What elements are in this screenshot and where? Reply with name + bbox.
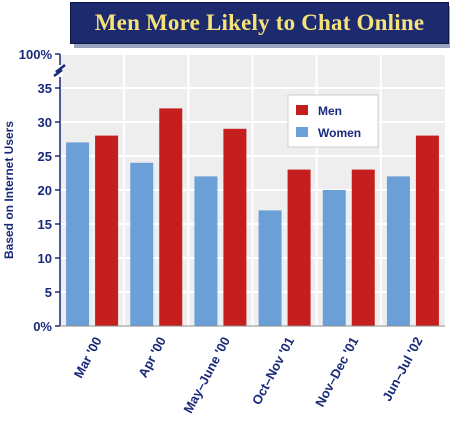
legend-swatch-women bbox=[296, 127, 308, 137]
bar-women bbox=[130, 162, 154, 326]
y-tick-label: 35 bbox=[38, 81, 52, 96]
x-tick-label: Oct–Nov '01 bbox=[249, 334, 297, 407]
y-tick-label: 10 bbox=[38, 251, 52, 266]
bar-men bbox=[287, 169, 311, 326]
bar-men bbox=[351, 169, 375, 326]
y-tick-label-top: 100% bbox=[19, 47, 53, 62]
legend-label-men: Men bbox=[318, 104, 342, 118]
legend: Men Women bbox=[287, 94, 379, 148]
bar-women bbox=[322, 190, 346, 326]
y-tick-label: 25 bbox=[38, 149, 52, 164]
bar-men bbox=[415, 135, 439, 326]
bar-men bbox=[159, 108, 183, 327]
x-tick-label: Jun–Jul '02 bbox=[379, 334, 425, 403]
legend-box bbox=[287, 94, 379, 148]
bar-women bbox=[386, 176, 410, 326]
x-tick-label: May–June '00 bbox=[180, 334, 233, 415]
legend-swatch-men bbox=[296, 105, 308, 115]
x-tick-label: Apr '00 bbox=[135, 334, 169, 380]
bar-women bbox=[66, 142, 90, 326]
bars bbox=[66, 108, 439, 327]
bar-men bbox=[95, 135, 119, 326]
y-tick-label: 30 bbox=[38, 115, 52, 130]
legend-label-women: Women bbox=[318, 126, 361, 140]
y-tick-label: 0% bbox=[33, 319, 52, 334]
bar-women bbox=[194, 176, 218, 326]
chart-title-banner: Men More Likely to Chat Online bbox=[70, 2, 449, 44]
y-tick-label: 5 bbox=[45, 285, 52, 300]
plot-area bbox=[60, 53, 445, 327]
y-axis-title: Based on Internet Users bbox=[2, 121, 16, 259]
bar-men bbox=[223, 128, 247, 326]
y-tick-label: 20 bbox=[38, 183, 52, 198]
bar-women bbox=[258, 210, 282, 326]
x-tick-label: Mar '00 bbox=[71, 334, 105, 380]
chart-title: Men More Likely to Chat Online bbox=[94, 10, 425, 35]
y-tick-label: 15 bbox=[38, 217, 52, 232]
x-tick-label: Nov–Dec '01 bbox=[312, 334, 361, 409]
axis-break-icon bbox=[53, 64, 66, 77]
